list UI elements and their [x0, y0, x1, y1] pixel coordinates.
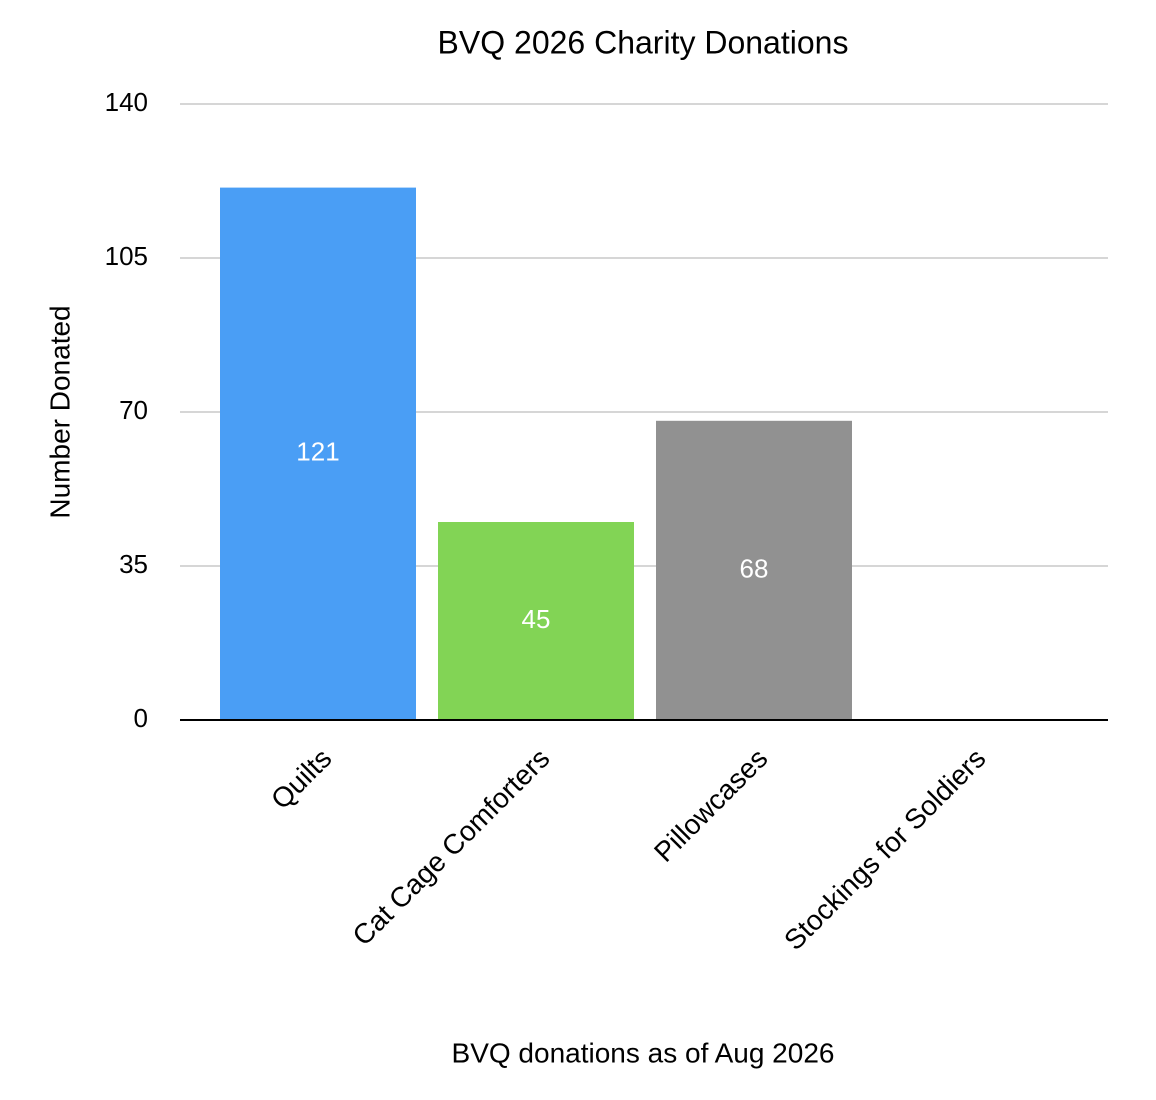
x-tick-label: Quilts [265, 743, 338, 816]
y-tick-label: 35 [119, 549, 148, 579]
bar [220, 187, 416, 721]
y-tick-label: 0 [134, 703, 148, 733]
x-axis-title: BVQ donations as of Aug 2026 [452, 1037, 835, 1068]
bar [656, 420, 852, 720]
x-tick-label: Cat Cage Comforters [346, 743, 555, 952]
x-tick-label: Stockings for Soldiers [778, 743, 991, 956]
y-tick-label: 70 [119, 395, 148, 425]
y-axis-title: Number Donated [44, 305, 75, 518]
bar [438, 522, 634, 720]
chart-title: BVQ 2026 Charity Donations [438, 24, 849, 60]
data-label: 68 [740, 553, 769, 583]
y-tick-label: 105 [105, 241, 148, 271]
x-tick-label: Pillowcases [648, 743, 773, 868]
data-label: 45 [522, 604, 551, 634]
data-label: 121 [296, 437, 339, 467]
y-tick-label: 140 [105, 87, 148, 117]
